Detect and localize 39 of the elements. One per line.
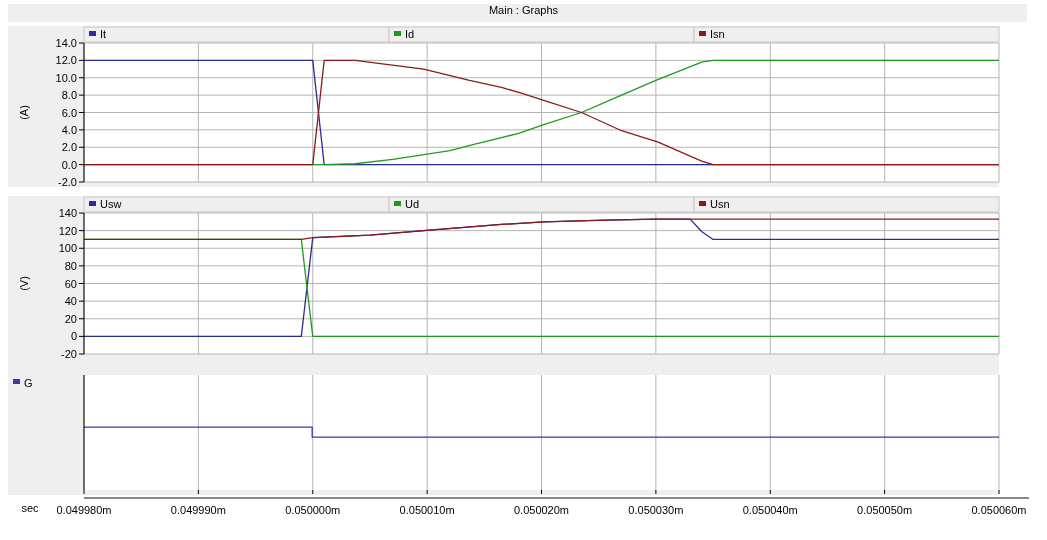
- y-tick-label: 140: [58, 207, 77, 219]
- x-tick-label: 0.049980m: [56, 504, 112, 516]
- x-tick-label: 0.050000m: [285, 504, 341, 516]
- x-axis-title: sec: [21, 502, 40, 514]
- legend-label: Usn: [710, 198, 730, 210]
- y-tick-label: 12.0: [55, 54, 77, 67]
- y-tick-label: -2.0: [58, 176, 77, 188]
- y-tick-label: -20: [61, 348, 77, 360]
- x-tick-label: 0.050060m: [971, 504, 1027, 516]
- x-tick-label: 0.050020m: [513, 504, 570, 516]
- y-tick-label: 14.0: [55, 37, 77, 49]
- y-tick-label: 2.0: [61, 141, 77, 154]
- y-tick-label: 20: [64, 312, 77, 325]
- x-tick-label: 0.050030m: [628, 504, 684, 516]
- y-tick-label: 0.0: [61, 158, 77, 171]
- y-axis-title: (V): [18, 276, 30, 291]
- y-tick-label: 40: [64, 295, 77, 308]
- x-tick-label: 0.049990m: [170, 504, 226, 516]
- y-tick-label: 60: [64, 277, 77, 290]
- y-axis-title: (A): [18, 105, 30, 120]
- y-tick-label: 6.0: [61, 106, 77, 119]
- x-tick-label: 0.050010m: [399, 504, 455, 516]
- y-tick-label: 120: [58, 224, 77, 237]
- x-tick-label: 0.050050m: [857, 504, 913, 516]
- legend-label: Id: [405, 28, 415, 40]
- legend-label: G: [24, 377, 33, 389]
- legend-label: Usw: [100, 198, 122, 210]
- y-tick-label: 4.0: [61, 123, 77, 136]
- legend-label: Ud: [405, 198, 420, 210]
- x-tick-label: 0.050040m: [742, 504, 798, 516]
- y-tick-label: 100: [58, 242, 77, 255]
- chart-title: Main : Graphs: [488, 4, 559, 16]
- legend-label: Isn: [710, 28, 725, 40]
- line-series: [83, 218, 1000, 241]
- y-tick-label: 10.0: [55, 71, 77, 84]
- y-tick-label: 80: [64, 259, 77, 272]
- y-tick-label: 8.0: [61, 89, 77, 102]
- y-tick-label: 0: [70, 330, 77, 343]
- legend-label: It: [100, 28, 107, 40]
